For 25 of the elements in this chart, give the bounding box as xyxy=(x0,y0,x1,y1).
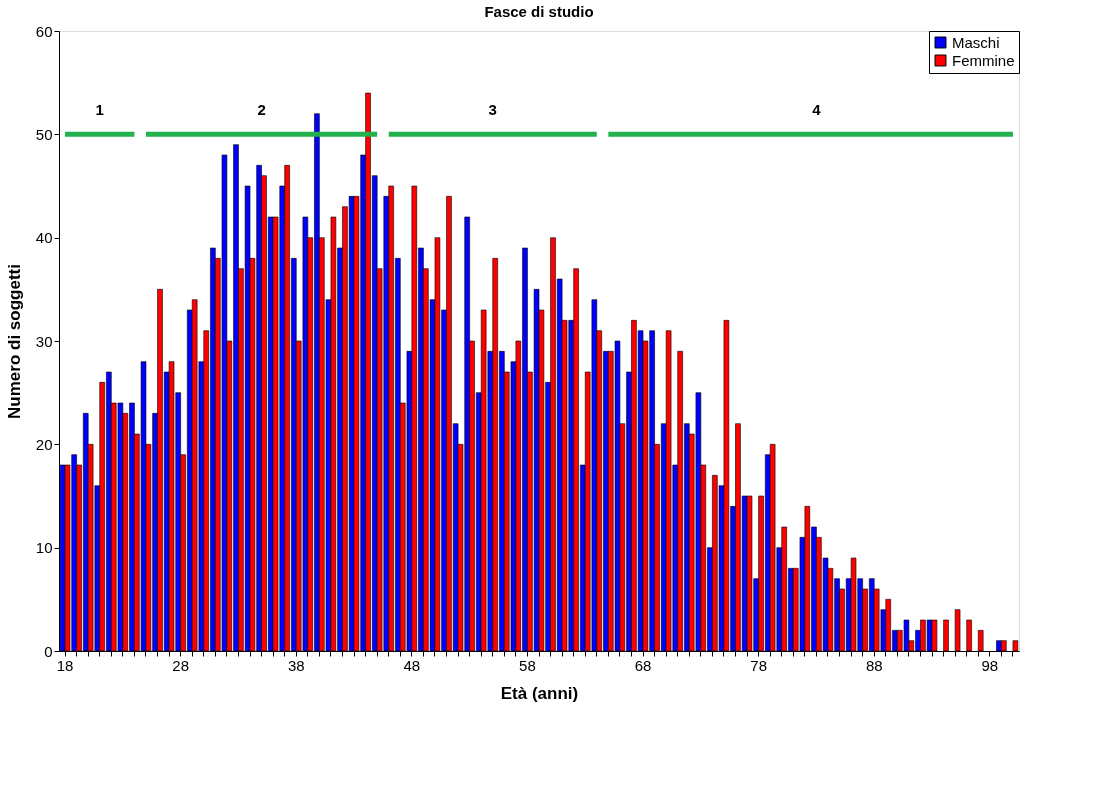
series-label: 1 xyxy=(95,101,104,119)
y-tick-label: 10 xyxy=(35,539,53,557)
series-label: 3 xyxy=(488,101,497,119)
x-tick-label: 38 xyxy=(287,656,305,674)
x-axis-title: Età (anni) xyxy=(500,683,579,703)
y-tick-label: 20 xyxy=(35,435,53,453)
y-tick-label: 50 xyxy=(35,125,53,143)
x-tick-label: 28 xyxy=(172,656,190,674)
x-tick-label: 18 xyxy=(56,656,74,674)
legend-label: Femmine xyxy=(952,51,1015,69)
series-label: 4 xyxy=(812,101,822,119)
y-tick-label: 60 xyxy=(35,22,53,40)
x-tick-label: 78 xyxy=(750,656,767,674)
x-tick-label: 98 xyxy=(981,656,999,674)
y-tick-label: 30 xyxy=(35,332,53,350)
x-tick-label: 68 xyxy=(634,656,652,674)
y-tick-label: 0 xyxy=(44,642,53,660)
legend-label: Maschi xyxy=(952,33,1000,51)
chart-title: Fasce di studio xyxy=(484,3,594,20)
x-tick-label: 48 xyxy=(403,656,421,674)
series-label: 2 xyxy=(257,101,266,119)
y-tick-label: 40 xyxy=(35,229,53,247)
x-tick-label: 58 xyxy=(519,656,536,674)
x-tick-label: 88 xyxy=(865,656,883,674)
y-axis-title: Numero di soggetti xyxy=(4,264,24,419)
